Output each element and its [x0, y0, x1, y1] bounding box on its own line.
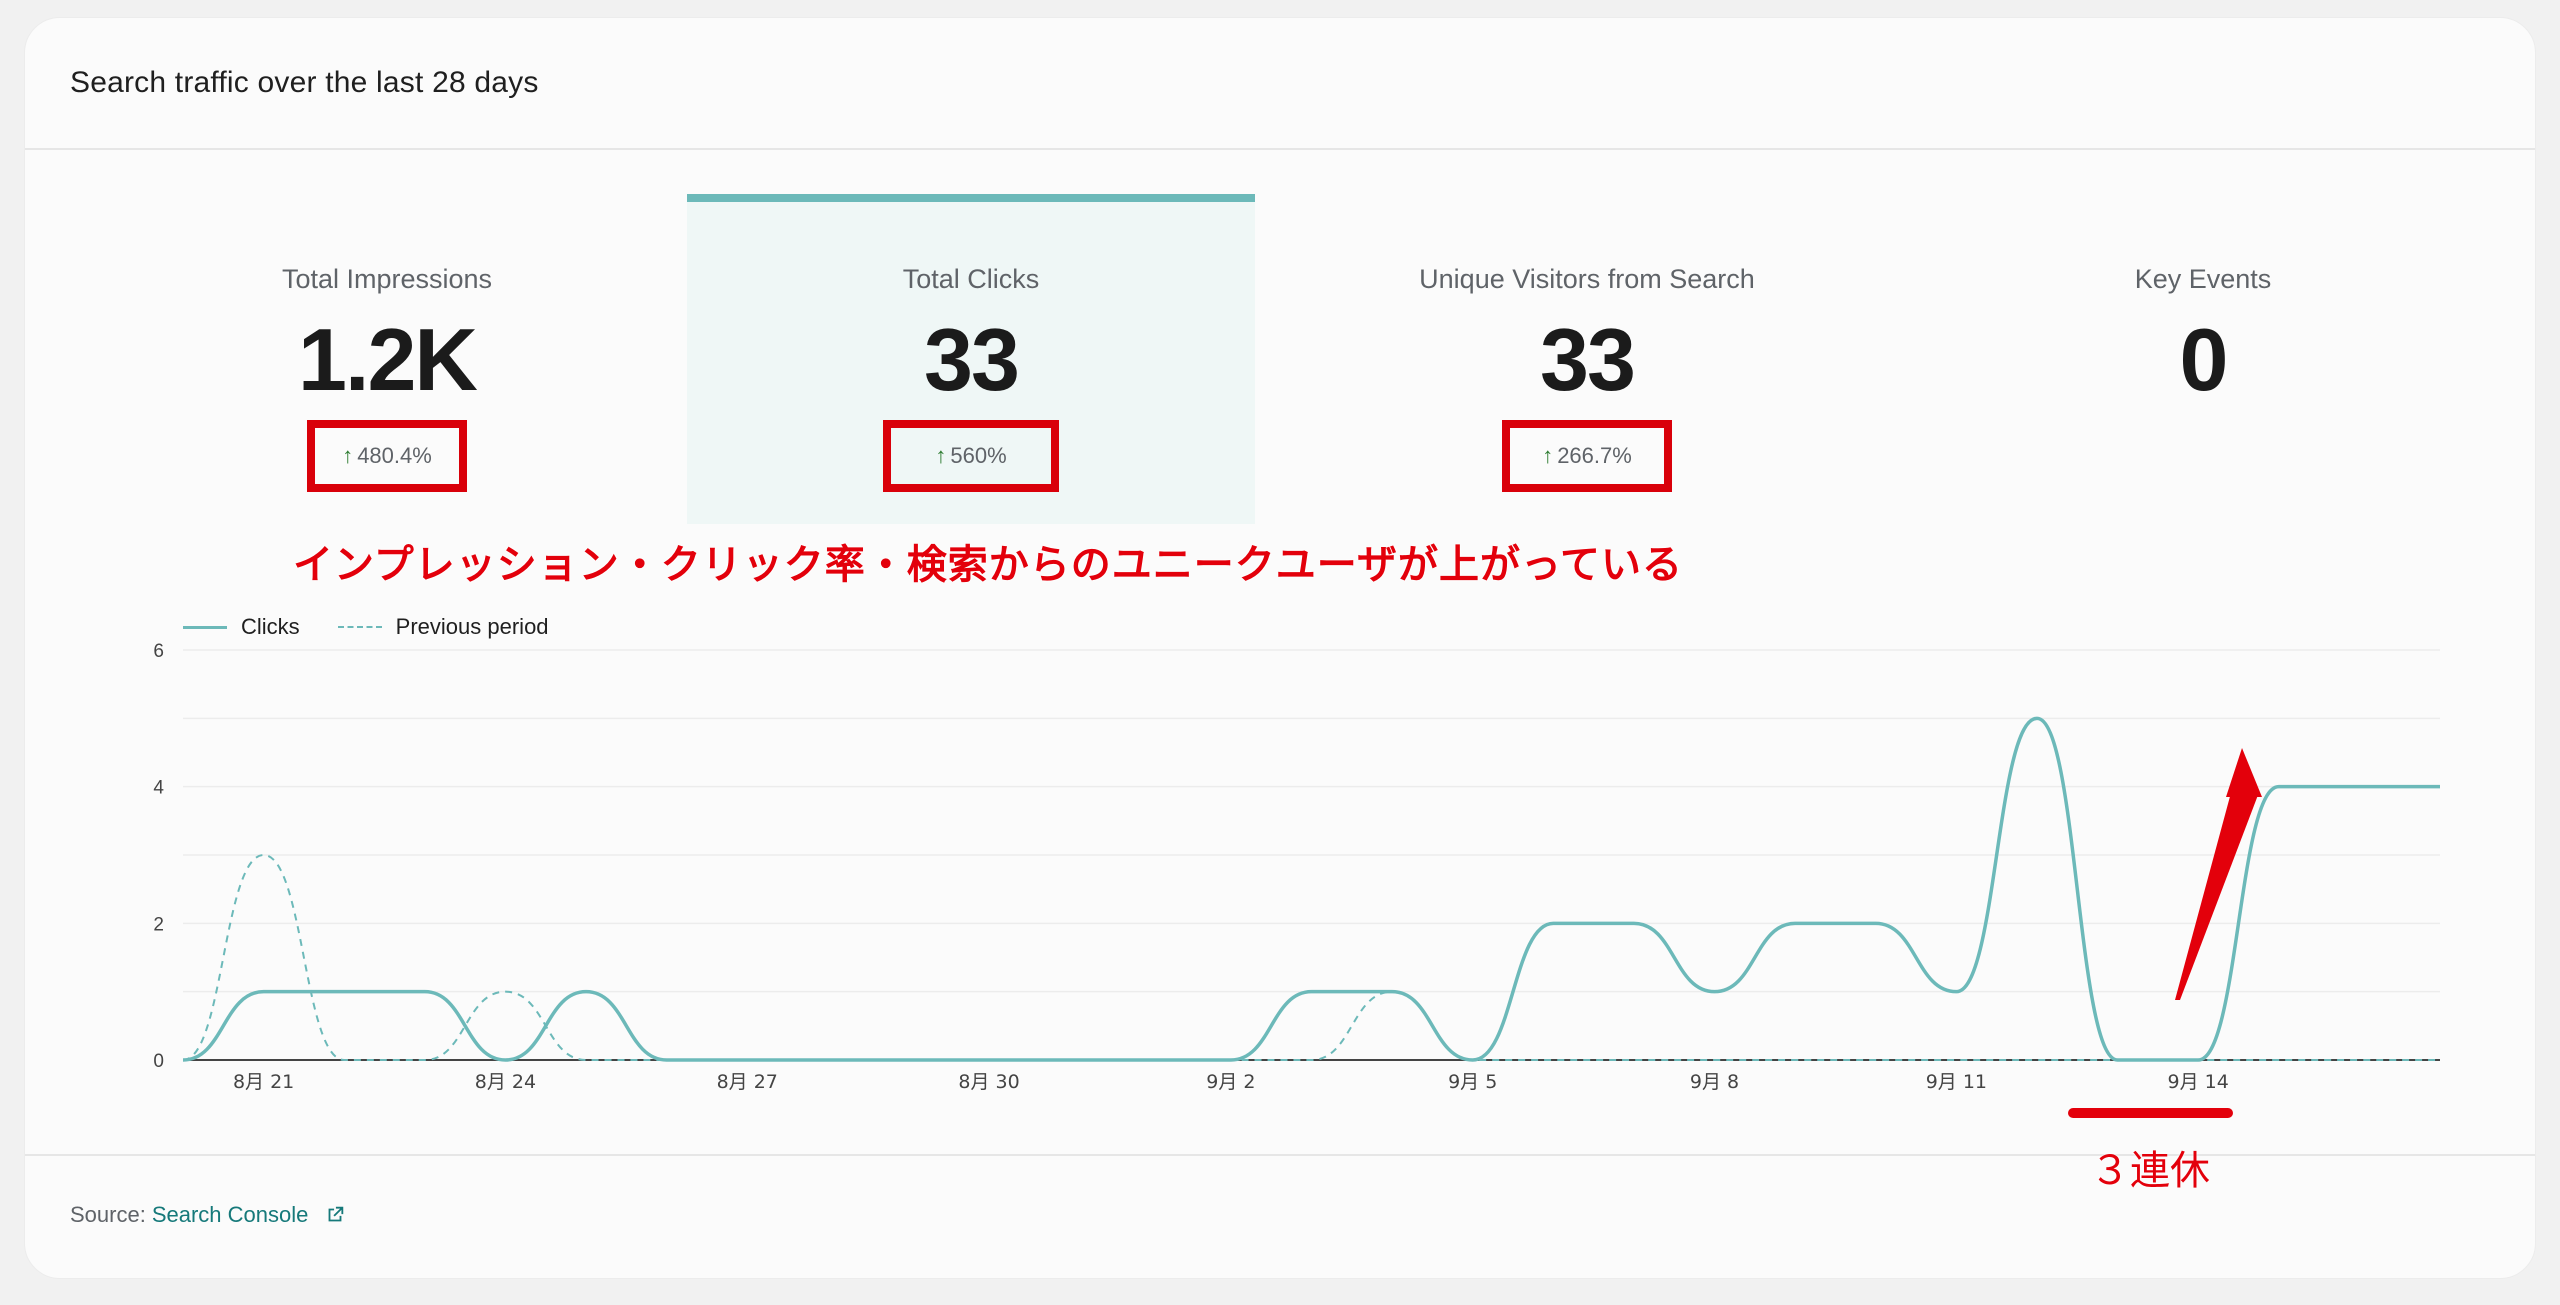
metric-value: 33 [1540, 310, 1636, 409]
legend-label: Clicks [241, 614, 300, 639]
y-tick-label: 6 [153, 641, 164, 662]
legend-item-previous-period[interactable]: Previous period [337, 614, 549, 640]
y-tick-label: 0 [153, 1051, 164, 1072]
series-line-clicks[interactable] [182, 716, 2440, 1062]
metric-total-clicks[interactable]: Total Clicks 33 ↑ 560% [687, 194, 1255, 524]
annotation-arrow [2175, 748, 2262, 1000]
x-tick-label: 8月 27 [717, 1071, 778, 1093]
metric-value: 1.2K [298, 310, 478, 409]
metric-unique-visitors[interactable]: Unique Visitors from Search 33 ↑ 266.7% [1303, 194, 1871, 524]
annotation-holiday-text: ３連休 [2090, 1149, 2210, 1193]
metric-value: 33 [924, 310, 1020, 409]
x-tick-label: 9月 8 [1690, 1071, 1739, 1093]
metric-change-value: 480.4% [357, 443, 432, 468]
series-line-previous-period[interactable] [182, 853, 2440, 1062]
y-tick-label: 2 [153, 914, 164, 935]
card-header: Search traffic over the last 28 days [25, 18, 2535, 150]
legend-item-clicks[interactable]: Clicks [183, 614, 300, 640]
search-console-link[interactable]: Search Console [151, 1202, 309, 1227]
x-tick-label: 9月 2 [1206, 1071, 1255, 1093]
source-label: Source: [70, 1202, 146, 1227]
metric-total-impressions[interactable]: Total Impressions 1.2K ↑ 480.4% [103, 194, 671, 524]
legend-swatch-dashed [337, 626, 382, 628]
metric-change-value: 266.7% [1557, 443, 1632, 468]
annotation-main-text: インプレッション・クリック率・検索からのユニークユーザが上がっている [293, 543, 1683, 587]
holiday-underline [2068, 1108, 2233, 1118]
legend-swatch-solid [183, 625, 227, 629]
arrow-up-icon: ↑ [342, 443, 354, 468]
metric-change-badge: ↑ 480.4% [307, 420, 467, 492]
x-tick-label: 8月 24 [475, 1071, 536, 1093]
x-tick-label: 8月 30 [958, 1071, 1019, 1093]
metric-change-value: 560% [950, 443, 1007, 468]
x-tick-label: 8月 21 [233, 1071, 294, 1093]
metric-label: Total Impressions [281, 264, 493, 294]
source-line: Source: Search Console [70, 1202, 346, 1228]
metric-change-badge: ↑ 560% [883, 420, 1059, 492]
metric-change-badge: ↑ 266.7% [1502, 420, 1672, 492]
card-title: Search traffic over the last 28 days [70, 66, 539, 99]
card-footer: Source: Search Console [25, 1154, 2535, 1278]
metric-label: Key Events [2134, 264, 2272, 294]
arrow-up-icon: ↑ [1542, 443, 1554, 468]
search-traffic-card: Search traffic over the last 28 days Tot… [24, 17, 2536, 1279]
metric-key-events[interactable]: Key Events 0 [1919, 194, 2487, 524]
metric-value: 0 [2179, 310, 2229, 409]
external-link-icon[interactable] [324, 1204, 346, 1226]
x-tick-label: 9月 5 [1448, 1071, 1497, 1093]
x-tick-label: 9月 14 [2168, 1071, 2229, 1093]
y-tick-label: 4 [153, 778, 164, 799]
x-tick-label: 9月 11 [1926, 1071, 1987, 1093]
arrow-up-icon: ↑ [935, 443, 947, 468]
metric-label: Unique Visitors from Search [1419, 264, 1755, 294]
chart-legend: Clicks Previous period [183, 614, 549, 640]
metric-label: Total Clicks [902, 264, 1040, 294]
legend-label: Previous period [395, 614, 549, 639]
